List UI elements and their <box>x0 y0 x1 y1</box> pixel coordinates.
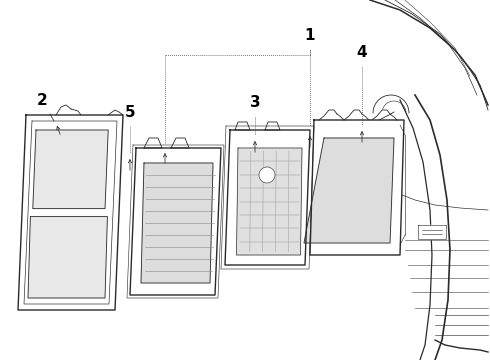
Polygon shape <box>310 120 404 255</box>
Text: 4: 4 <box>357 45 368 59</box>
Polygon shape <box>237 148 302 255</box>
Polygon shape <box>18 115 123 310</box>
Polygon shape <box>235 122 250 130</box>
Polygon shape <box>144 138 162 148</box>
Text: 1: 1 <box>305 27 315 42</box>
Polygon shape <box>225 130 310 265</box>
Polygon shape <box>171 138 189 148</box>
Text: 5: 5 <box>124 104 135 120</box>
Polygon shape <box>265 122 280 130</box>
Text: 3: 3 <box>250 95 260 109</box>
Circle shape <box>259 167 275 183</box>
Polygon shape <box>304 138 394 243</box>
Polygon shape <box>28 217 107 298</box>
Text: 2: 2 <box>37 93 48 108</box>
Polygon shape <box>141 163 213 283</box>
Polygon shape <box>33 130 108 208</box>
Polygon shape <box>418 225 446 239</box>
Polygon shape <box>130 148 221 295</box>
